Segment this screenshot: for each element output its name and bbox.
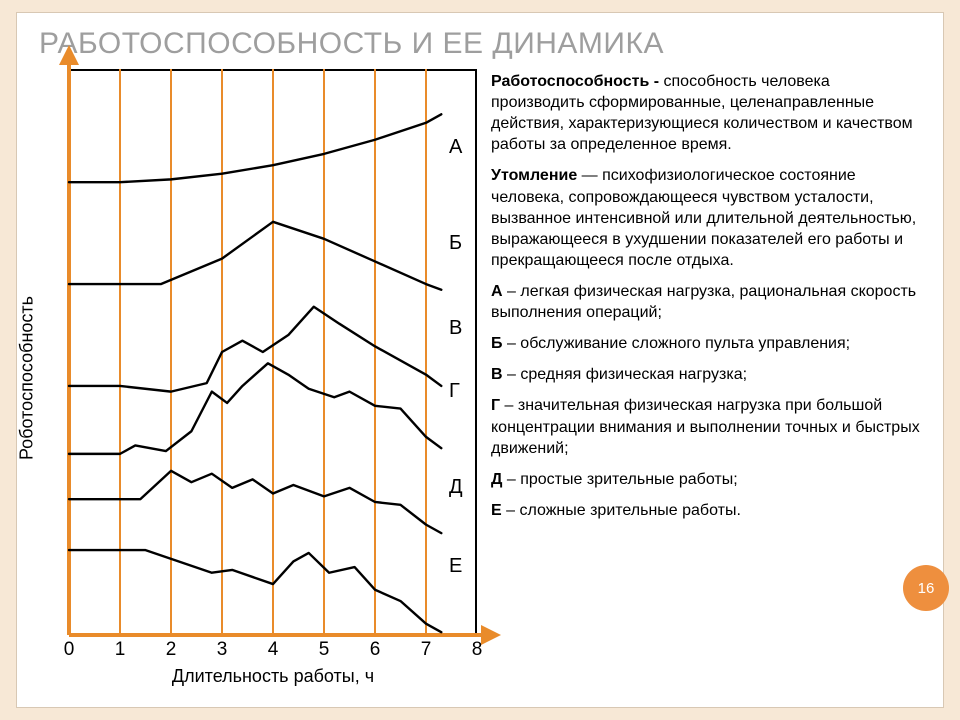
x-tick: 6 <box>370 639 381 661</box>
legend-item-text: – обслуживание сложного пульта управлени… <box>503 335 851 352</box>
plot-svg <box>69 69 477 635</box>
page-title: РАБОТОСПОСОБНОСТЬ И ЕЕ ДИНАМИКА <box>39 27 925 61</box>
legend-item-text: – сложные зрительные работы. <box>502 502 741 519</box>
legend-item-key: Г <box>491 397 500 414</box>
legend-item: Д – простые зрительные работы; <box>491 469 925 490</box>
series-label: Д <box>449 476 463 499</box>
legend-item: Б – обслуживание сложного пульта управле… <box>491 333 925 354</box>
x-tick: 0 <box>64 639 75 661</box>
definition-2: Утомление — психофизиологическое состоян… <box>491 165 925 271</box>
text-column: Работоспособность - способность человека… <box>491 69 925 687</box>
definition-2-term: Утомление <box>491 167 577 184</box>
series-label: Б <box>449 232 462 255</box>
legend-item-key: А <box>491 283 503 300</box>
series-label: Г <box>449 380 460 403</box>
legend-item-text: – легкая физическая нагрузка, рациональн… <box>491 283 916 321</box>
x-tick: 7 <box>421 639 432 661</box>
legend-item-key: Д <box>491 471 502 488</box>
legend-item-key: Б <box>491 335 503 352</box>
x-tick: 1 <box>115 639 126 661</box>
legend-item: В – средняя физическая нагрузка; <box>491 364 925 385</box>
series-label: А <box>449 136 462 159</box>
x-tick: 4 <box>268 639 279 661</box>
x-tick: 8 <box>472 639 483 661</box>
legend-item-text: – простые зрительные работы; <box>502 471 737 488</box>
x-axis-label: Длительность работы, ч <box>69 666 477 687</box>
legend-item-text: – средняя физическая нагрузка; <box>503 366 747 383</box>
legend-item: А – легкая физическая нагрузка, рационал… <box>491 281 925 323</box>
x-tick: 5 <box>319 639 330 661</box>
legend-item-key: В <box>491 366 503 383</box>
chart-area: Роботоспособность АБВГДЕ 012345678 Длите… <box>35 69 477 687</box>
x-tick-row: 012345678 <box>69 639 477 661</box>
legend-item-text: – значительная физическая нагрузка при б… <box>491 397 920 456</box>
plot-outer: А Б В Г Д Е <box>69 69 477 635</box>
page-number-badge: 16 <box>903 565 949 611</box>
legend-item: Г – значительная физическая нагрузка при… <box>491 395 925 458</box>
series-label: В <box>449 317 462 340</box>
legend-item: Е – сложные зрительные работы. <box>491 500 925 521</box>
legend-item-key: Е <box>491 502 502 519</box>
y-axis-label: Роботоспособность <box>17 296 38 460</box>
definition-1: Работоспособность - способность человека… <box>491 71 925 155</box>
x-tick: 3 <box>217 639 228 661</box>
content-row: Роботоспособность АБВГДЕ 012345678 Длите… <box>35 69 925 687</box>
legend-list: А – легкая физическая нагрузка, рационал… <box>491 281 925 521</box>
slide-card: РАБОТОСПОСОБНОСТЬ И ЕЕ ДИНАМИКА Роботосп… <box>16 12 944 708</box>
definition-1-term: Работоспособность - <box>491 73 664 90</box>
x-tick: 2 <box>166 639 177 661</box>
series-label: Е <box>449 555 462 578</box>
